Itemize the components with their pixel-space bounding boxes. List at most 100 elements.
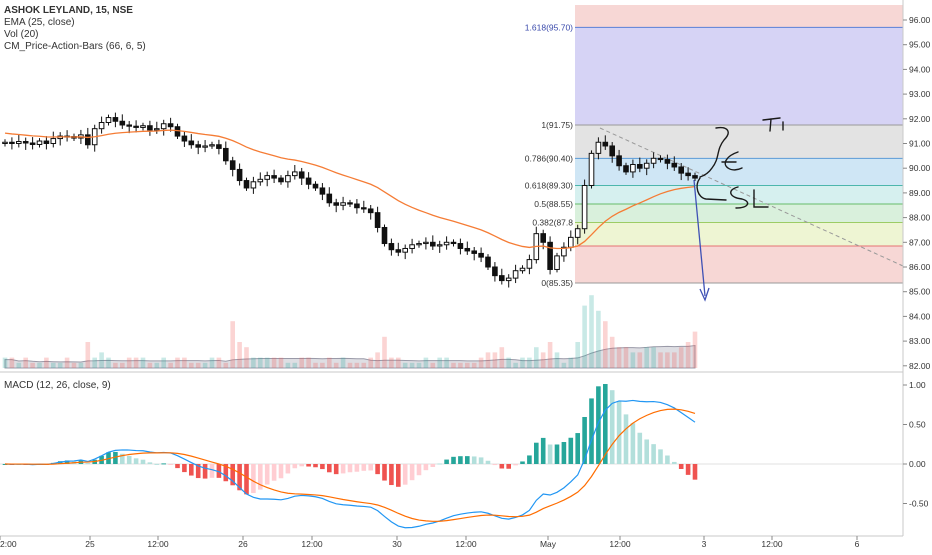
- candle-body: [147, 125, 153, 131]
- candle-body: [133, 125, 139, 128]
- candle-body: [588, 152, 595, 186]
- volume-ma-area: [4, 344, 696, 369]
- candle: [105, 114, 112, 126]
- fib-zone-0.786: [575, 158, 903, 186]
- price-tick-label: 93.00: [909, 89, 931, 99]
- volume-bar: [161, 357, 166, 368]
- candle-body: [478, 252, 484, 258]
- candle-body: [16, 141, 22, 145]
- macd-histogram-bar: [616, 401, 622, 464]
- fib-zone-1: [575, 124, 903, 159]
- macd-histogram-bar: [175, 464, 180, 469]
- volume-bar: [499, 347, 505, 368]
- candle-body: [119, 120, 126, 126]
- candle-body: [126, 124, 133, 127]
- legend-macd[interactable]: MACD (12, 26, close, 9): [4, 380, 111, 391]
- macd-line: [4, 399, 696, 529]
- volume-bar: [106, 357, 111, 368]
- candle: [692, 172, 698, 182]
- chart-legend: ASHOK LEYLAND, 15, NSE EMA (25, close) V…: [4, 5, 146, 53]
- time-tick-label: 12:00: [609, 539, 631, 549]
- volume-bar: [368, 357, 373, 368]
- volume-bar: [347, 362, 353, 368]
- volume-bar: [313, 362, 318, 368]
- candle: [643, 159, 650, 176]
- candle: [609, 142, 616, 163]
- legend-symbol[interactable]: ASHOK LEYLAND, 15, NSE: [4, 5, 133, 16]
- volume-bar: [16, 362, 22, 368]
- legend-cm[interactable]: CM_Price-Action-Bars (66, 6, 5): [4, 41, 146, 52]
- macd-histogram-bar: [85, 463, 91, 465]
- candle-body: [630, 163, 636, 173]
- candle-body: [167, 123, 174, 128]
- candle: [209, 141, 215, 149]
- macd-histogram-bar: [389, 464, 394, 486]
- fibonacci-retracement[interactable]: 1.618(95.70) 1(91.75) 0.786(90.40) 0.618(89…: [525, 5, 903, 288]
- volume-bar: [672, 352, 677, 368]
- volume-bar: [320, 362, 325, 368]
- volume-bar: [230, 321, 235, 368]
- volume-bar: [216, 357, 222, 368]
- candles[interactable]: [2, 112, 698, 288]
- candle-body: [202, 145, 208, 148]
- candle-body: [540, 233, 547, 243]
- candle-body: [678, 166, 685, 174]
- time-tick-label: 12:00: [301, 539, 323, 549]
- candle-body: [319, 187, 326, 195]
- candle-body: [112, 117, 119, 122]
- candle: [16, 134, 22, 148]
- ema-line: [4, 129, 696, 250]
- candle-body: [623, 165, 629, 173]
- fib-level-label: 0.786(90.40): [525, 153, 573, 163]
- macd-histogram-bar: [520, 461, 525, 464]
- candle: [50, 131, 57, 148]
- candle-body: [457, 243, 464, 249]
- candle-body: [574, 228, 581, 238]
- time-tick-label: 12:00: [455, 539, 477, 549]
- volume-bar: [44, 357, 49, 368]
- macd-histogram-bar: [396, 464, 401, 487]
- volume-bar: [306, 357, 311, 368]
- candle-body: [526, 259, 533, 269]
- candle: [167, 117, 174, 132]
- volume-bar: [251, 357, 256, 368]
- candle: [154, 121, 160, 134]
- candle-body: [409, 244, 415, 249]
- candle: [430, 235, 436, 250]
- candle-body: [140, 125, 146, 128]
- macd-histogram-bar: [458, 456, 463, 464]
- candle-body: [561, 246, 567, 257]
- volume-bar: [630, 352, 636, 368]
- hand-drawn-annotations[interactable]: T1ESL: [693, 117, 784, 302]
- macd-histogram-bar: [133, 458, 139, 464]
- volume-bar: [292, 362, 298, 368]
- legend-vol[interactable]: Vol (20): [4, 29, 39, 40]
- candle: [2, 139, 8, 147]
- candle-body: [450, 241, 457, 245]
- candle-body: [9, 141, 15, 144]
- candle-body: [195, 144, 201, 148]
- time-tick-label: 3: [702, 539, 707, 549]
- candle: [29, 137, 36, 150]
- macd-histogram-bar: [299, 464, 304, 467]
- price-tick-label: 94.00: [909, 64, 931, 74]
- candle-body: [671, 162, 678, 168]
- candle: [630, 159, 636, 178]
- time-tick-label: 12:00: [761, 539, 783, 549]
- candle-body: [298, 171, 305, 179]
- price-tick-label: 87.00: [909, 237, 931, 247]
- price-scale[interactable]: 96.00 95.00 94.00 93.00 92.00 91.00 90.00 89.00…: [902, 0, 931, 536]
- candle: [402, 244, 408, 260]
- macd-histogram-bar: [623, 414, 629, 464]
- candle: [250, 176, 257, 194]
- macd-histogram-bar: [492, 464, 498, 466]
- macd-histogram-bar: [540, 437, 546, 464]
- legend-ema[interactable]: EMA (25, close): [4, 17, 75, 28]
- macd-histogram-bar: [237, 464, 242, 491]
- macd-histogram-bar: [223, 464, 229, 482]
- volume-bar: [513, 362, 518, 368]
- candle: [119, 114, 126, 129]
- volume-bar: [258, 357, 263, 368]
- time-scale[interactable]: 2:00 25 12:00 26 12:00 30 12:00 May 12:00 3 12:00 6: [0, 536, 860, 549]
- annotation-e-stroke: [721, 151, 743, 171]
